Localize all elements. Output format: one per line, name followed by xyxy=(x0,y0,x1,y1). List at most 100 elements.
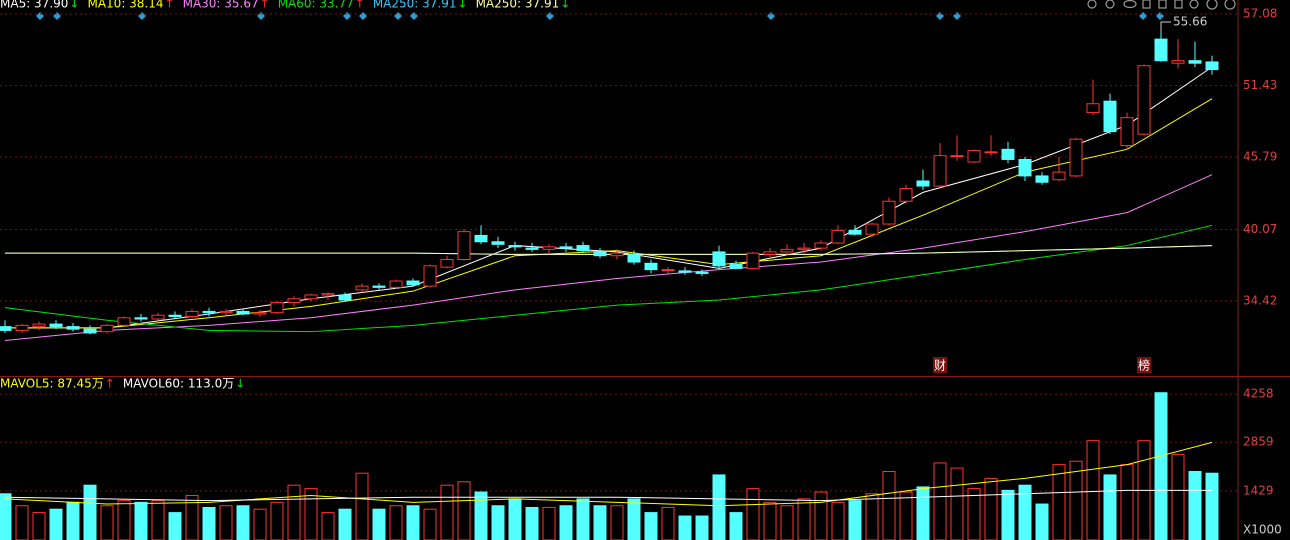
candle-body xyxy=(542,246,556,250)
candle-body xyxy=(984,151,998,154)
zoom-out-icon[interactable] xyxy=(1224,0,1236,10)
lock-icon[interactable] xyxy=(1189,0,1199,9)
candle-body xyxy=(66,326,80,330)
candle-body xyxy=(338,294,352,301)
volume-bar xyxy=(627,498,641,540)
volume-bar xyxy=(831,501,845,540)
event-marker xyxy=(257,12,265,20)
candle-body xyxy=(780,248,794,253)
max-label: 55.66 xyxy=(1173,15,1207,29)
candle-body xyxy=(32,323,46,328)
candle-body xyxy=(117,317,131,326)
volume-bar xyxy=(525,506,539,540)
hand-icon[interactable] xyxy=(1174,0,1183,9)
candle-body xyxy=(1205,61,1219,71)
volume-bar xyxy=(712,474,726,540)
volume-bar xyxy=(100,505,114,540)
candle-body xyxy=(916,180,930,187)
candle-body xyxy=(1188,60,1202,64)
marker-label: 财 xyxy=(934,359,946,373)
candle-body xyxy=(1103,100,1117,133)
ma-line xyxy=(4,174,1213,342)
volume-bar xyxy=(1154,392,1168,540)
legend-entry: MA5: 37.90 xyxy=(0,0,68,11)
volume-bar xyxy=(1171,453,1185,540)
volume-bar xyxy=(678,515,692,540)
candle-body xyxy=(202,310,216,314)
candle-body xyxy=(1137,65,1151,135)
legend-trend: ↓ xyxy=(458,0,468,11)
candle-body xyxy=(525,247,539,250)
legend-entry: MAVOL60: 113.0万 xyxy=(123,377,234,391)
view-icon[interactable] xyxy=(1123,0,1137,9)
volume-bar xyxy=(321,512,335,540)
candle-body xyxy=(729,264,743,269)
volume-bar xyxy=(338,508,352,540)
hand-icon[interactable] xyxy=(1142,0,1151,9)
volume-bar xyxy=(1086,440,1100,540)
candle-body xyxy=(831,229,845,244)
candle-body xyxy=(236,310,250,315)
volume-bar xyxy=(593,505,607,540)
volume-bar xyxy=(576,498,590,540)
max-leader xyxy=(1160,21,1171,33)
legend-entry: MA30: 35.67 xyxy=(183,0,259,11)
volume-bar xyxy=(66,501,80,540)
candle-body xyxy=(185,310,199,317)
volume-bar xyxy=(1188,471,1202,540)
volume-bar xyxy=(270,501,284,540)
candle-body xyxy=(1069,138,1083,177)
y-tick-label: 34.42 xyxy=(1243,294,1277,308)
volume-bar xyxy=(287,484,301,540)
legend-trend: ↓ xyxy=(69,0,79,11)
candle-body xyxy=(644,262,658,271)
volume-bar xyxy=(899,491,913,540)
candle-body xyxy=(321,293,335,296)
volume-bar xyxy=(780,505,794,540)
candle-body xyxy=(304,294,318,300)
marker-label: 榜 xyxy=(1138,358,1150,373)
candle-body xyxy=(1035,175,1049,183)
volume-bar xyxy=(83,484,97,540)
ma-line xyxy=(4,224,1213,333)
legend-entry: MA60: 33.77 xyxy=(278,0,354,11)
legend-trend: ↑ xyxy=(165,0,175,11)
volume-bar xyxy=(406,505,420,540)
candle-body xyxy=(1086,103,1100,114)
candle-body xyxy=(848,229,862,235)
volume-bar xyxy=(916,486,930,540)
candle-body xyxy=(423,265,437,287)
legend-entry: MA250: 37.91 xyxy=(373,0,457,11)
candle-body xyxy=(1052,171,1066,181)
ma-line xyxy=(4,441,1213,507)
candle-body xyxy=(372,285,386,288)
toolbar xyxy=(1087,0,1236,10)
settings-icon[interactable] xyxy=(1087,0,1097,9)
zoom-in-icon[interactable] xyxy=(1206,0,1218,10)
volume-bar xyxy=(933,462,947,540)
volume-bar xyxy=(882,471,896,540)
volume-bar xyxy=(168,512,182,540)
volume-bar xyxy=(661,506,675,540)
candle-body xyxy=(695,271,709,274)
candle-body xyxy=(712,251,726,267)
volume-bar xyxy=(304,488,318,540)
candle-body xyxy=(1001,148,1015,160)
volume-bar xyxy=(491,505,505,540)
candle-body xyxy=(474,234,488,243)
candle-body xyxy=(1171,60,1185,64)
hand-icon[interactable] xyxy=(1158,0,1167,9)
volume-bar xyxy=(984,477,998,540)
candle-body xyxy=(83,328,97,334)
y-tick-label: 1429 xyxy=(1243,484,1274,498)
candle-body xyxy=(967,150,981,163)
marker-box xyxy=(1137,357,1151,373)
y-tick-label: 57.08 xyxy=(1243,7,1277,21)
y-tick-label: 2859 xyxy=(1243,435,1274,449)
candle-body xyxy=(151,314,165,320)
tool-icon[interactable] xyxy=(1105,0,1115,9)
volume-bar xyxy=(950,467,964,540)
candle-body xyxy=(593,251,607,257)
volume-bar xyxy=(0,493,12,540)
volume-bar xyxy=(151,500,165,540)
